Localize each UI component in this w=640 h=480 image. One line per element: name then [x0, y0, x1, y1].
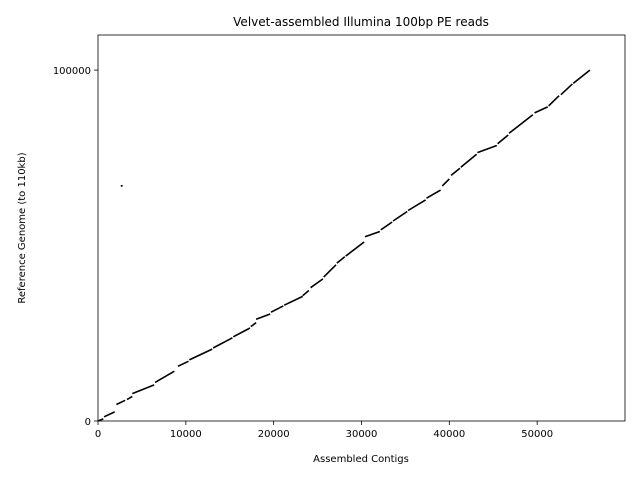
alignment-segment-7 — [188, 348, 213, 361]
alignment-segment-5 — [154, 370, 175, 384]
x-tick-label-3: 30000 — [346, 429, 378, 440]
y-tick-label-1: 100000 — [53, 66, 91, 77]
alignment-segment-13 — [283, 295, 304, 306]
alignment-segment-6 — [177, 360, 189, 368]
x-tick-label-0: 0 — [95, 429, 101, 440]
x-tick-label-1: 10000 — [170, 429, 202, 440]
alignment-segment-12 — [270, 305, 284, 313]
chart-title: Velvet-assembled Illumina 100bp PE reads — [233, 15, 489, 29]
alignment-segment-22 — [407, 199, 427, 212]
alignment-segment-29 — [508, 114, 534, 134]
alignment-segment-2 — [116, 399, 126, 406]
alignment-segment-19 — [364, 230, 381, 238]
alignment-segment-32 — [560, 83, 573, 96]
x-axis-ticks: 0 10000 20000 30000 40000 50000 — [95, 421, 553, 440]
alignment-segment-24 — [441, 178, 450, 187]
alignment-segment-11 — [255, 313, 271, 320]
alignment-segment-16 — [323, 264, 337, 278]
alignment-segment-3 — [126, 395, 133, 401]
alignment-segment-28 — [497, 134, 509, 145]
x-tick-label-2: 20000 — [258, 429, 290, 440]
alignment-segment-31 — [548, 95, 560, 107]
y-axis-ticks: 0 100000 — [53, 66, 98, 428]
alignment-segment-27 — [477, 144, 498, 154]
alignment-segment-33 — [572, 69, 591, 85]
plot-area-frame — [97, 34, 626, 422]
alignment-segment-15 — [310, 278, 324, 289]
alignment-segment-26 — [460, 153, 478, 168]
alignment-segment-25 — [450, 167, 461, 177]
alignment-segments — [97, 69, 591, 422]
alignment-segment-30 — [534, 106, 549, 114]
alignment-segment-9 — [232, 327, 251, 338]
x-tick-label-4: 40000 — [433, 429, 465, 440]
x-axis-label: Assembled Contigs — [313, 454, 409, 465]
alignment-segment-23 — [426, 189, 441, 199]
alignment-segment-17 — [336, 256, 346, 264]
alignment-segment-18 — [345, 241, 365, 257]
y-axis-label: Reference Genome (to 110kb) — [17, 152, 28, 303]
alignment-segment-4 — [132, 384, 155, 395]
alignment-segment-14 — [302, 289, 310, 297]
x-tick-label-5: 50000 — [521, 429, 553, 440]
alignment-segment-34 — [120, 184, 123, 187]
y-tick-label-0: 0 — [85, 417, 91, 428]
alignment-segment-21 — [392, 210, 408, 222]
alignment-segment-20 — [380, 221, 393, 231]
alignment-segment-8 — [212, 337, 233, 349]
alignment-segment-10 — [250, 322, 257, 328]
alignment-segment-1 — [103, 411, 116, 418]
